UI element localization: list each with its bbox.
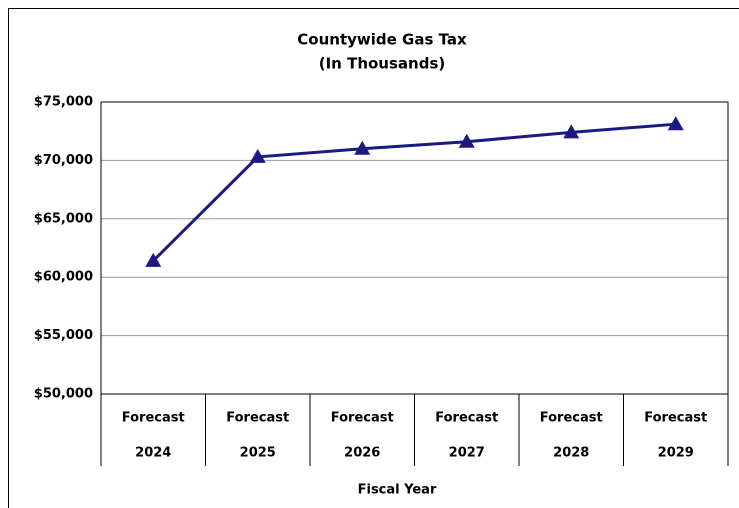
data-point — [563, 124, 580, 139]
chart-border — [8, 8, 739, 508]
x-tick-label: 2028 — [553, 446, 589, 461]
x-tick-label: Forecast — [226, 411, 289, 426]
y-tick-label: $65,000 — [34, 211, 93, 226]
y-tick-label: $75,000 — [34, 95, 93, 110]
x-tick-label: Forecast — [122, 411, 185, 426]
x-tick-label: Forecast — [540, 411, 603, 426]
x-tick-label: Forecast — [435, 411, 498, 426]
data-point — [458, 133, 475, 148]
x-tick-label: Forecast — [331, 411, 394, 426]
chart-title: Countywide Gas Tax — [297, 31, 467, 49]
x-tick-label: 2029 — [658, 446, 694, 461]
x-axis-label: Fiscal Year — [358, 483, 437, 498]
data-point — [145, 252, 162, 267]
x-tick-label: Forecast — [644, 411, 707, 426]
y-tick-label: $50,000 — [34, 387, 93, 402]
x-tick-label: 2024 — [135, 446, 171, 461]
y-tick-label: $70,000 — [34, 153, 93, 168]
data-point — [354, 140, 371, 155]
y-tick-label: $60,000 — [34, 270, 93, 285]
x-tick-label: 2027 — [449, 446, 485, 461]
data-point — [667, 116, 684, 131]
x-tick-label: 2025 — [240, 446, 276, 461]
y-tick-label: $55,000 — [34, 328, 93, 343]
data-point — [249, 148, 266, 163]
data-line — [152, 122, 676, 262]
chart-subtitle: (In Thousands) — [319, 55, 445, 73]
x-tick-label: 2026 — [344, 446, 380, 461]
